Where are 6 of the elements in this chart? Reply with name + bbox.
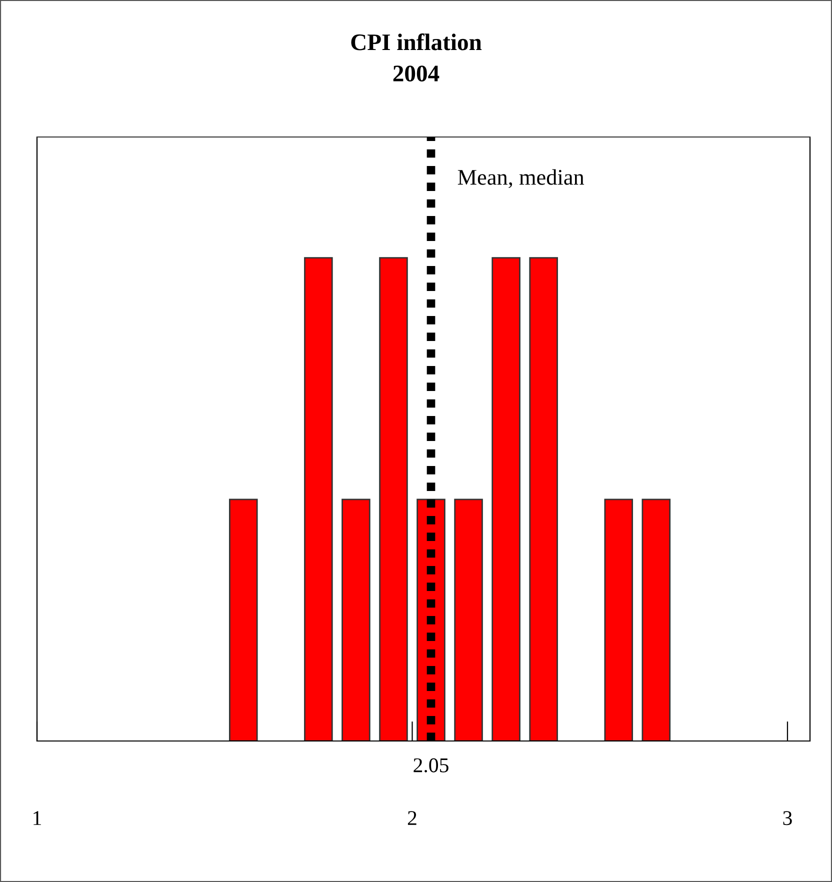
x-tick-label: 2 — [408, 811, 416, 825]
x-tick-label: 1 — [34, 811, 41, 825]
chart-title: CPI inflation 2004 — [351, 33, 482, 82]
ref-line-label: Mean, median — [458, 169, 584, 188]
x-tick-label: 3 — [783, 811, 792, 826]
text: 2.05 — [414, 758, 448, 772]
